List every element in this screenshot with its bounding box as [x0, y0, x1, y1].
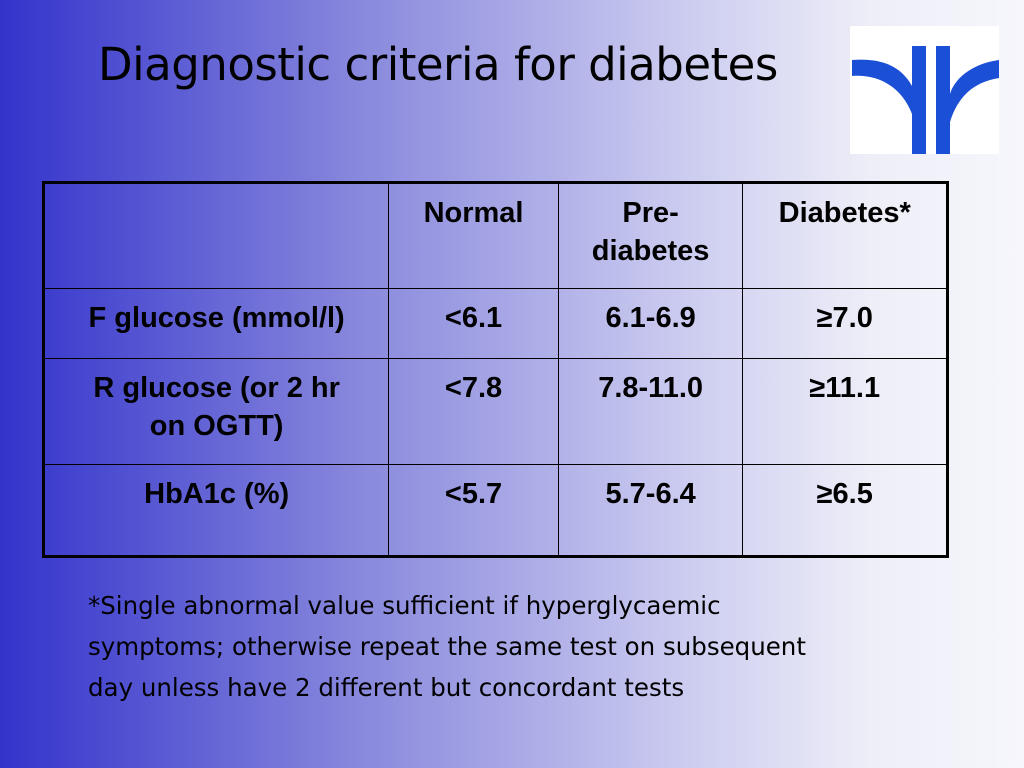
cell-pre: 5.7-6.4: [557, 464, 744, 557]
cell-diabetes: ≥7.0: [742, 288, 948, 359]
cell-normal: <6.1: [388, 288, 559, 359]
table-header-row: Normal Pre- diabetes Diabetes*: [42, 182, 948, 289]
header-cell-empty: [42, 182, 390, 289]
logo-icon: [850, 26, 999, 154]
row-label: HbA1c (%): [42, 464, 390, 557]
cell-normal: <5.7: [388, 464, 559, 557]
slide-title: Diagnostic criteria for diabetes: [98, 38, 778, 91]
table-row: R glucose (or 2 hr on OGTT) <7.8 7.8-11.…: [42, 358, 948, 465]
header-normal: Normal: [388, 182, 559, 289]
footnote-line-2: symptoms; otherwise repeat the same test…: [88, 632, 806, 661]
cell-diabetes: ≥6.5: [742, 464, 948, 557]
row-label-line-1: R glucose (or 2 hr: [93, 372, 340, 404]
cell-diabetes: ≥11.1: [742, 358, 948, 465]
criteria-table: Normal Pre- diabetes Diabetes* F glucose…: [42, 181, 949, 558]
header-diabetes: Diabetes*: [742, 182, 948, 289]
cell-normal: <7.8: [388, 358, 559, 465]
footnote-line-3: day unless have 2 different but concorda…: [88, 673, 685, 702]
table-row: F glucose (mmol/l) <6.1 6.1-6.9 ≥7.0: [42, 288, 948, 359]
footnote: *Single abnormal value sufficient if hyp…: [88, 585, 938, 708]
row-label-line-2: on OGTT): [149, 410, 284, 442]
header-pre-line-1: Pre-: [622, 197, 679, 229]
row-label: F glucose (mmol/l): [42, 288, 390, 359]
row-label: R glucose (or 2 hr on OGTT): [42, 358, 390, 465]
table-row: HbA1c (%) <5.7 5.7-6.4 ≥6.5: [42, 464, 948, 557]
footnote-line-1: *Single abnormal value sufficient if hyp…: [88, 591, 721, 620]
cell-pre: 6.1-6.9: [557, 288, 744, 359]
cell-pre: 7.8-11.0: [557, 358, 744, 465]
header-pre-line-2: diabetes: [591, 235, 710, 267]
header-pre-diabetes: Pre- diabetes: [557, 182, 744, 289]
